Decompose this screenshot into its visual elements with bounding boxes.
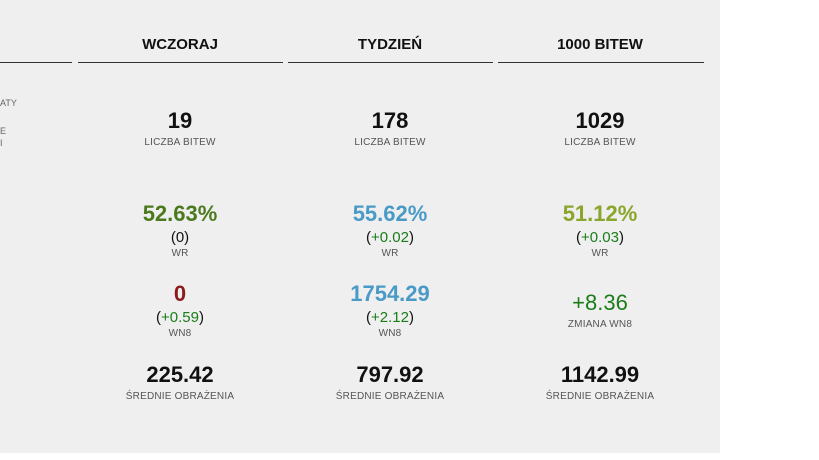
wr-delta: (0)	[170, 229, 190, 246]
wr-delta-value: 0	[175, 229, 185, 246]
wr-delta: (+0.03)	[576, 229, 624, 246]
wr-delta-value: +0.03	[581, 229, 619, 246]
wr-delta-value: +0.02	[371, 229, 409, 246]
damage-stat-1000: 1142.99 ŚREDNIE OBRAŻENIA	[500, 362, 700, 403]
battles-value: 1029	[575, 108, 625, 133]
wr-stat-1000: 51.12% (+0.03) WR	[500, 201, 700, 260]
battles-label: LICZBA BITEW	[144, 137, 216, 148]
wr-value: 51.12%	[562, 201, 638, 226]
wr-label: WR	[381, 248, 399, 259]
battles-stat-yesterday: 19 LICZBA BITEW	[80, 108, 280, 149]
wn8-stat-week: 1754.29 (+2.12) WN8	[290, 281, 490, 340]
wr-label: WR	[171, 248, 189, 259]
battles-stat-1000: 1029 LICZBA BITEW	[500, 108, 700, 149]
wn8-stat-yesterday: 0 (+0.59) WN8	[80, 281, 280, 340]
damage-value: 1142.99	[560, 362, 640, 387]
wr-label: WR	[591, 248, 609, 259]
wr-value: 52.63%	[142, 201, 218, 226]
damage-label: ŚREDNIE OBRAŻENIA	[545, 391, 655, 402]
column-rule-week	[288, 62, 493, 63]
wn8-change-stat-1000: +8.36 ZMIANA WN8	[500, 290, 700, 331]
battles-value: 178	[371, 108, 409, 133]
stats-panel: ATY E I WCZORAJ 19 LICZBA BITEW 52.63% (…	[0, 0, 720, 453]
wr-delta: (+0.02)	[366, 229, 414, 246]
wr-value: 55.62%	[352, 201, 428, 226]
damage-label: ŚREDNIE OBRAŻENIA	[125, 391, 235, 402]
damage-stat-week: 797.92 ŚREDNIE OBRAŻENIA	[290, 362, 490, 403]
column-header-week: TYDZIEŃ	[357, 36, 423, 53]
left-column-rule	[0, 62, 72, 63]
column-rule-1000-battles	[498, 62, 704, 63]
battles-label: LICZBA BITEW	[354, 137, 426, 148]
wn8-change-label: ZMIANA WN8	[567, 319, 633, 330]
wr-stat-week: 55.62% (+0.02) WR	[290, 201, 490, 260]
wn8-value: 1754.29	[350, 281, 430, 306]
wn8-label: WN8	[168, 328, 192, 339]
wn8-label: WN8	[378, 328, 402, 339]
battles-value: 19	[167, 108, 193, 133]
wn8-delta: (+2.12)	[366, 309, 414, 326]
wn8-value: 0	[173, 281, 187, 306]
left-cropped-label-2: E	[0, 126, 7, 136]
damage-stat-yesterday: 225.42 ŚREDNIE OBRAŻENIA	[80, 362, 280, 403]
left-cropped-label-3: I	[0, 138, 3, 148]
column-header-yesterday: WCZORAJ	[142, 36, 218, 53]
battles-label: LICZBA BITEW	[564, 137, 636, 148]
column-rule-yesterday	[78, 62, 283, 63]
column-header-1000-battles: 1000 BITEW	[557, 36, 643, 53]
damage-value: 225.42	[146, 362, 214, 387]
wn8-change-value: +8.36	[572, 290, 628, 315]
damage-value: 797.92	[356, 362, 424, 387]
wn8-delta: (+0.59)	[156, 309, 204, 326]
left-cropped-label-1: ATY	[0, 98, 17, 108]
damage-label: ŚREDNIE OBRAŻENIA	[335, 391, 445, 402]
wn8-delta-value: +0.59	[161, 309, 199, 326]
battles-stat-week: 178 LICZBA BITEW	[290, 108, 490, 149]
wn8-delta-value: +2.12	[371, 309, 409, 326]
wr-stat-yesterday: 52.63% (0) WR	[80, 201, 280, 260]
